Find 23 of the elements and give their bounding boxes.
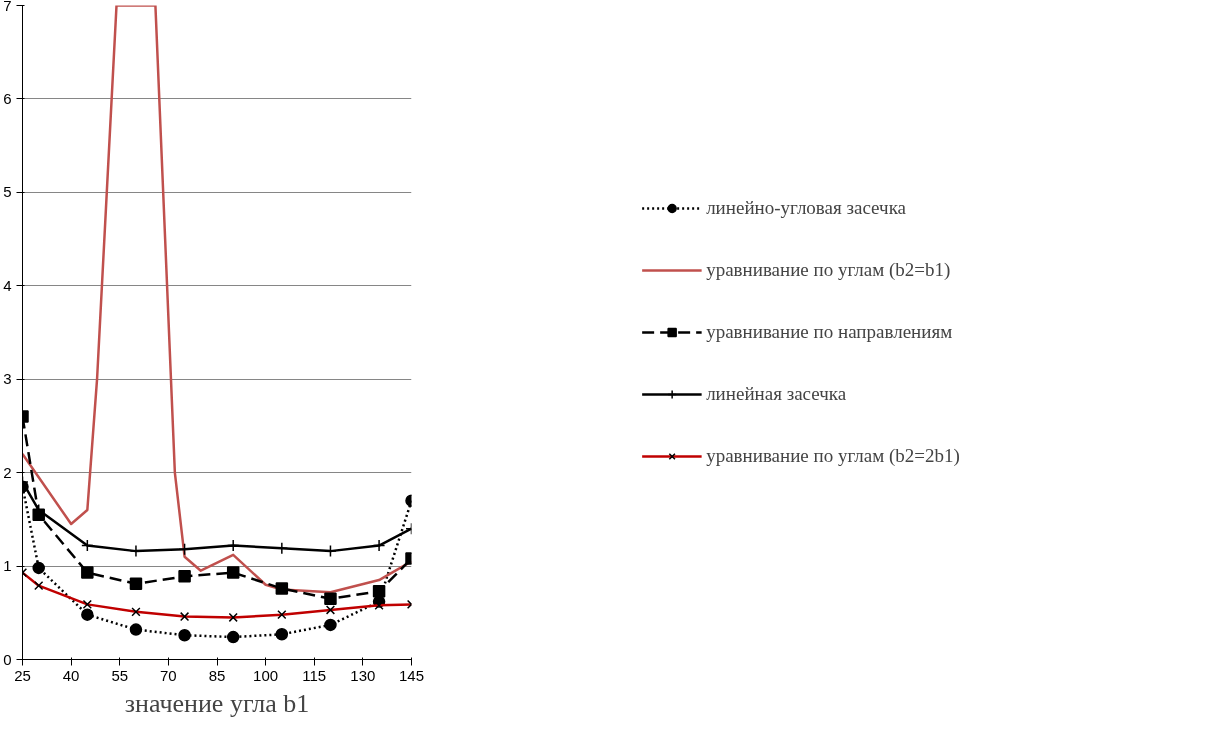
legend-label: линейная засечка <box>706 383 847 405</box>
y-tick-label: 4 <box>3 276 12 294</box>
x-axis-title: значение угла b1 <box>124 688 310 718</box>
legend-label: уравнивание по направлениям <box>706 321 953 343</box>
y-tick-label: 6 <box>3 89 12 107</box>
y-tick-label: 0 <box>3 650 12 668</box>
x-tick-label: 25 <box>14 666 31 684</box>
x-tick-label: 55 <box>111 666 129 684</box>
y-tick-label: 5 <box>3 183 12 201</box>
x-tick-label: 40 <box>62 666 80 684</box>
x-tick-label: 145 <box>398 666 425 684</box>
y-tick-label: 2 <box>3 463 12 481</box>
x-tick-label: 70 <box>160 666 177 684</box>
x-tick-label: 100 <box>253 666 279 684</box>
x-tick-label: 130 <box>350 666 376 684</box>
legend-label: линейно-угловая засечка <box>706 197 907 219</box>
x-tick-label: 85 <box>208 666 226 684</box>
legend-label: уравнивание по углам (b2=b1) <box>706 259 951 281</box>
legend-label: уравнивание по углам (b2=2b1) <box>706 445 960 467</box>
y-tick-label: 1 <box>3 557 12 575</box>
x-tick-label: 115 <box>302 666 327 684</box>
y-tick-label: 7 <box>3 0 12 14</box>
y-tick-label: 3 <box>3 370 12 388</box>
